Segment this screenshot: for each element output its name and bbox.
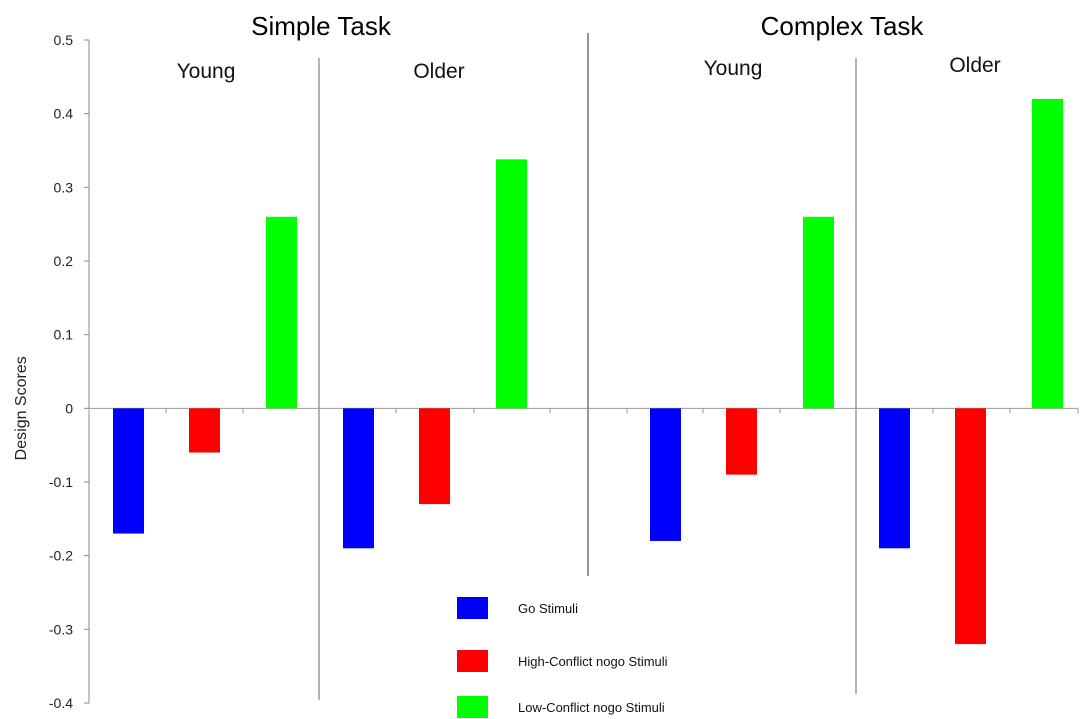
bar (879, 408, 910, 549)
bar (113, 408, 144, 534)
axis-layer: 0.5 0.4 0.3 0.2 0.1 0 -0.1 -0.2 -0.3 -0.4 Design S… (13, 32, 1079, 711)
bar (650, 408, 681, 541)
group-label: Older (949, 54, 1000, 77)
label-layer: Simple Task Complex Task Young Older Young Ol… (177, 11, 1001, 83)
legend: Go Stimuli High-Conflict nogo Stimuli Low-… (457, 597, 668, 718)
y-tick-label: -0.1 (49, 474, 73, 490)
group-label: Young (704, 57, 763, 80)
legend-swatch (457, 650, 488, 672)
y-tick-label: 0.5 (54, 32, 74, 48)
bar-layer (113, 98, 1063, 645)
legend-label: Low-Conflict nogo Stimuli (518, 700, 665, 715)
y-axis-title: Design Scores (13, 356, 30, 460)
y-tick-label: 0.4 (54, 106, 74, 122)
bar (496, 159, 527, 409)
bar (189, 408, 220, 453)
legend-label: High-Conflict nogo Stimuli (518, 654, 668, 669)
group-label: Older (413, 60, 464, 83)
y-tick-label: -0.3 (49, 621, 73, 637)
bar (955, 408, 986, 645)
legend-swatch (457, 597, 488, 619)
bar (266, 216, 297, 409)
y-tick-label: -0.2 (49, 548, 73, 564)
y-tick-label: 0 (65, 400, 73, 416)
divider-layer (318, 33, 857, 700)
y-tick-label: 0.3 (54, 179, 74, 195)
y-tick-label: 0.1 (54, 327, 74, 343)
bar (726, 408, 757, 475)
task-title: Complex Task (761, 11, 925, 41)
bar (803, 216, 834, 409)
y-tick-label: 0.2 (54, 253, 74, 269)
legend-label: Go Stimuli (518, 601, 578, 616)
task-title: Simple Task (251, 11, 392, 41)
group-label: Young (177, 60, 236, 83)
y-tick-label: -0.4 (49, 695, 73, 711)
legend-swatch (457, 696, 488, 718)
bar (343, 408, 374, 549)
bar (419, 408, 450, 505)
bar (1032, 98, 1063, 409)
